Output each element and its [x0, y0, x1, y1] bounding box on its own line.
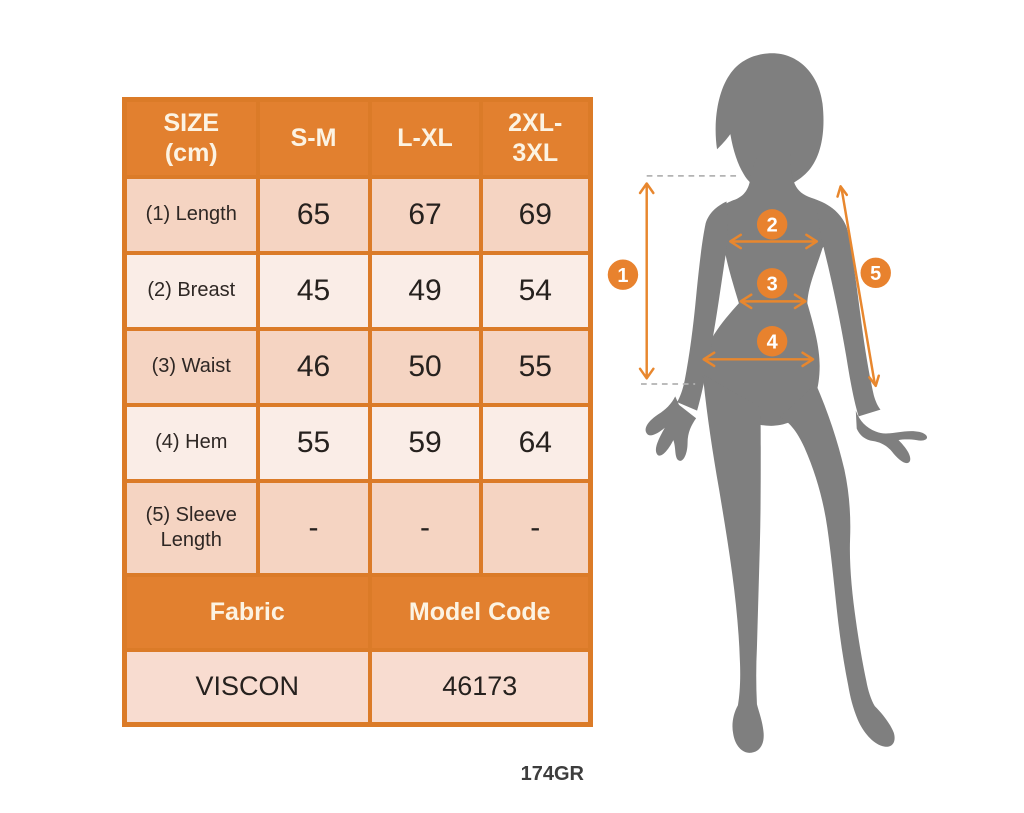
cell-value: 67 [367, 174, 483, 255]
marker-number: 2 [767, 214, 778, 236]
size-header-row: SIZE (cm) S-M L-XL 2XL- 3XL [122, 97, 593, 179]
table-row-breast: (2) Breast 45 49 54 [122, 250, 593, 331]
cell-value: - [255, 478, 372, 577]
breast-arrow [729, 233, 819, 250]
marker-number: 4 [767, 331, 778, 353]
header-2xl-3xl: 2XL- 3XL [478, 97, 593, 179]
header-size-cm: SIZE (cm) [122, 97, 260, 179]
cell-value: 55 [255, 402, 372, 483]
cell-value: 45 [255, 250, 372, 331]
marker-circle [607, 259, 639, 290]
body-measurement-figure: 1 2 3 4 5 [607, 53, 928, 753]
header-s-m: S-M [255, 97, 372, 179]
marker-circle [860, 257, 891, 289]
marker-number: 1 [617, 265, 628, 287]
hem-arrow [702, 351, 815, 368]
marker-number: 3 [767, 273, 778, 295]
cell-value: 65 [255, 174, 372, 255]
sleeve-arrow [836, 185, 881, 388]
header-l-xl: L-XL [367, 97, 483, 179]
cell-value: 59 [367, 402, 483, 483]
marker-circle [756, 209, 788, 240]
marker-3-waist: 3 [756, 268, 788, 299]
silhouette-left-leg [702, 374, 764, 753]
marker-number: 5 [870, 263, 881, 285]
cell-value: 46 [255, 326, 372, 407]
model-code-value: 46173 [367, 647, 593, 727]
marker-5-sleeve: 5 [860, 257, 891, 289]
marker-circle [756, 268, 788, 299]
row-label: (5) Sleeve Length [122, 478, 260, 577]
cell-value: 64 [478, 402, 593, 483]
silhouette-right-hand [855, 410, 928, 464]
marker-1-length: 1 [607, 259, 639, 290]
weight-note: 174GR [520, 763, 584, 785]
row-label: (2) Breast [122, 250, 260, 331]
fabric-model-value-row: VISCON 46173 [122, 647, 593, 727]
marker-4-hem: 4 [756, 326, 788, 357]
length-arrow [638, 182, 655, 380]
row-label: (3) Waist [122, 326, 260, 407]
fabric-model-header-row: Fabric Model Code [122, 572, 593, 652]
size-chart-table: SIZE (cm) S-M L-XL 2XL- 3XL (1) Length 6… [122, 97, 593, 727]
cell-value: 55 [478, 326, 593, 407]
table-row-hem: (4) Hem 55 59 64 [122, 402, 593, 483]
fabric-value: VISCON [122, 647, 372, 727]
waist-arrow [739, 293, 807, 310]
table-row-length: (1) Length 65 67 69 [122, 174, 593, 255]
silhouette-left-hand [645, 396, 697, 461]
marker-2-breast: 2 [756, 209, 788, 240]
cell-value: - [478, 478, 593, 577]
cell-value: 54 [478, 250, 593, 331]
cell-value: 50 [367, 326, 483, 407]
cell-value: - [367, 478, 483, 577]
woman-silhouette [645, 53, 928, 753]
marker-circle [756, 326, 788, 357]
table-row-sleeve-length: (5) Sleeve Length - - - [122, 478, 593, 577]
cell-value: 49 [367, 250, 483, 331]
silhouette-right-leg [779, 384, 895, 747]
silhouette-head [715, 53, 824, 191]
row-label: (1) Length [122, 174, 260, 255]
fabric-header: Fabric [122, 572, 372, 652]
row-label: (4) Hem [122, 402, 260, 483]
silhouette-left-arm [677, 201, 728, 411]
silhouette-right-arm [815, 199, 881, 417]
model-code-header: Model Code [367, 572, 593, 652]
cell-value: 69 [478, 174, 593, 255]
table-row-waist: (3) Waist 46 50 55 [122, 326, 593, 407]
